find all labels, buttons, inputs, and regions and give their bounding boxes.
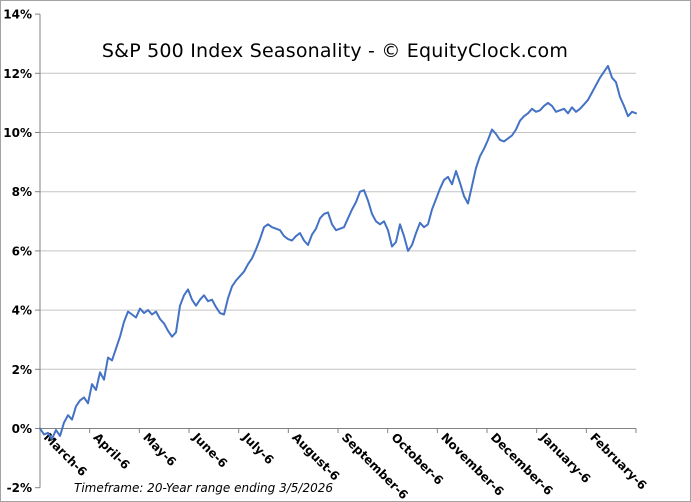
x-axis-tick-label: July-6 <box>239 430 277 468</box>
x-axis-tick-label: March-6 <box>41 430 90 479</box>
chart-title: S&P 500 Index Seasonality - © EquityCloc… <box>101 40 569 62</box>
y-axis-tick-label: 2% <box>12 363 32 377</box>
seasonality-line <box>39 64 637 440</box>
x-axis-tick-label: April-6 <box>91 430 133 472</box>
x-axis-tick-label: February-6 <box>587 430 649 492</box>
x-axis-tick-label: August-6 <box>289 430 342 483</box>
timeframe-note: Timeframe: 20-Year range ending 3/5/2026 <box>74 481 333 495</box>
x-axis-tick-label: June-6 <box>189 430 230 471</box>
y-axis-tick-label: 4% <box>12 304 32 318</box>
y-axis-tick-label: 8% <box>12 185 32 199</box>
x-axis-tick-label: May-6 <box>140 430 179 469</box>
y-axis-tick-label: -2% <box>7 481 32 495</box>
y-axis-tick-label: 10% <box>3 126 32 140</box>
y-axis-tick-label: 14% <box>3 8 32 22</box>
y-axis-tick-label: 6% <box>12 244 32 258</box>
y-axis-tick-label: 0% <box>12 422 32 436</box>
y-axis-tick-label: 12% <box>3 67 32 81</box>
